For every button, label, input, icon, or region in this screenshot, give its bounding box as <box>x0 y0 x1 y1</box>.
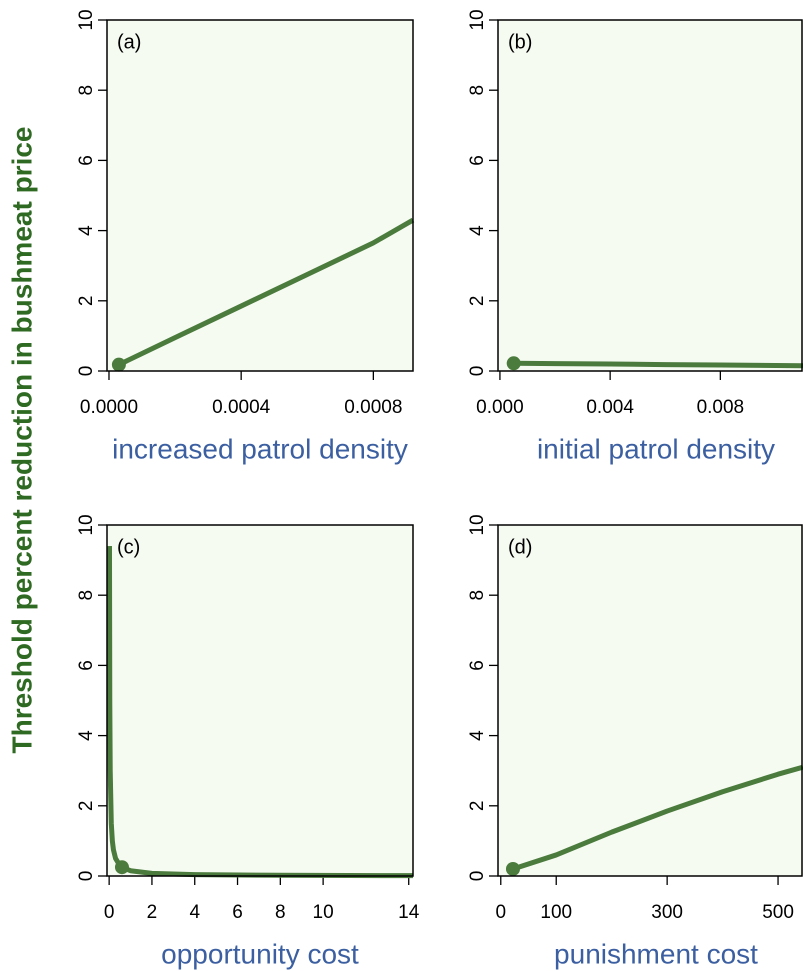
y-tick-label: 0 <box>467 366 488 377</box>
x-axis-label: initial patrol density <box>537 433 775 464</box>
panel-label: (a) <box>117 31 141 53</box>
plot-area <box>498 20 803 371</box>
x-tick-label: 300 <box>651 902 683 923</box>
x-tick-label: 0.000 <box>476 397 524 418</box>
x-tick-label: 0.004 <box>586 397 634 418</box>
y-tick-label: 0 <box>76 871 97 882</box>
x-axis-label: increased patrol density <box>112 433 408 464</box>
panel-label: (c) <box>117 536 140 558</box>
x-tick-label: 500 <box>762 902 794 923</box>
x-tick-label: 2 <box>147 902 158 923</box>
y-tick-label: 10 <box>467 514 488 535</box>
y-tick-label: 2 <box>467 296 488 307</box>
panel-label: (b) <box>508 31 532 53</box>
highlight-point <box>112 358 126 372</box>
x-tick-label: 14 <box>398 902 420 923</box>
x-tick-label: 10 <box>313 902 334 923</box>
highlight-point <box>506 862 520 876</box>
x-tick-label: 0.0000 <box>80 397 138 418</box>
x-tick-label: 0.0008 <box>344 397 402 418</box>
figure: Threshold percent reduction in bushmeat … <box>0 0 803 971</box>
y-tick-label: 6 <box>76 660 97 671</box>
plot-area <box>498 525 803 876</box>
y-tick-label: 6 <box>76 155 97 166</box>
x-tick-label: 4 <box>189 902 200 923</box>
data-line <box>514 363 803 365</box>
y-tick-label: 6 <box>467 660 488 671</box>
x-tick-label: 0 <box>104 902 115 923</box>
panel-label: (d) <box>508 536 532 558</box>
y-tick-label: 0 <box>76 366 97 377</box>
plot-area <box>107 525 413 876</box>
y-tick-label: 10 <box>76 514 97 535</box>
x-tick-label: 0.008 <box>697 397 745 418</box>
y-tick-label: 4 <box>76 730 97 741</box>
y-tick-label: 2 <box>467 801 488 812</box>
y-tick-label: 10 <box>467 9 488 30</box>
y-tick-label: 4 <box>467 225 488 236</box>
x-tick-label: 0.0004 <box>212 397 271 418</box>
y-tick-label: 8 <box>467 85 488 96</box>
x-tick-label: 6 <box>232 902 243 923</box>
x-axis-label: punishment cost <box>554 938 758 969</box>
x-tick-label: 100 <box>540 902 572 923</box>
x-tick-label: 0 <box>495 902 506 923</box>
x-tick-label: 8 <box>275 902 286 923</box>
y-tick-label: 2 <box>76 296 97 307</box>
plot-area <box>107 20 413 371</box>
y-tick-label: 10 <box>76 9 97 30</box>
y-axis-label: Threshold percent reduction in bushmeat … <box>6 127 37 754</box>
y-tick-label: 8 <box>76 590 97 601</box>
y-tick-label: 0 <box>467 871 488 882</box>
y-tick-label: 4 <box>76 225 97 236</box>
x-axis-label: opportunity cost <box>161 938 359 969</box>
highlight-point <box>115 860 129 874</box>
y-tick-label: 4 <box>467 730 488 741</box>
y-tick-label: 8 <box>467 590 488 601</box>
y-tick-label: 2 <box>76 801 97 812</box>
y-tick-label: 6 <box>467 155 488 166</box>
y-tick-label: 8 <box>76 85 97 96</box>
highlight-point <box>507 356 521 370</box>
